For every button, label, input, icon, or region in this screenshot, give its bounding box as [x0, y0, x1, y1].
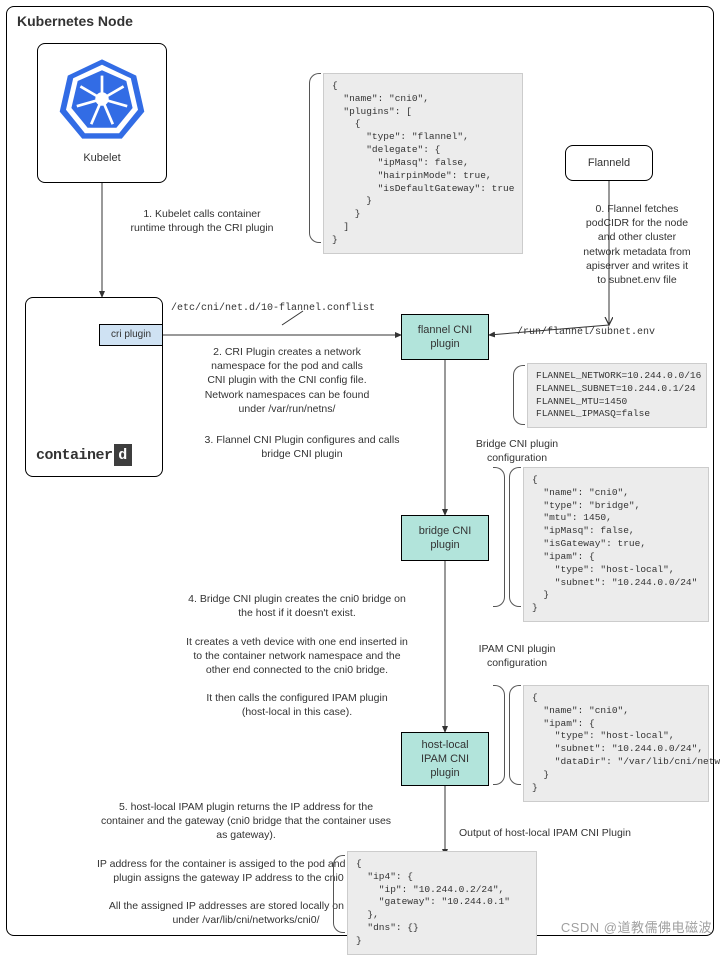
step-2-text: 2. CRI Plugin creates a network namespac…	[187, 345, 387, 416]
bracket-output	[333, 855, 345, 933]
step-0-text: 0. Flannel fetches podCIDR for the node …	[567, 202, 707, 287]
code-ipam-output: { "ip4": { "ip": "10.244.0.2/24", "gatew…	[347, 851, 537, 955]
bracket-subnet	[513, 365, 525, 425]
hostlocal-cni-plugin-box: host-local IPAM CNI plugin	[401, 732, 489, 786]
bracket-ipam-left	[509, 685, 521, 785]
conflist-path: /etc/cni/net.d/10-flannel.conflist	[171, 303, 375, 314]
bracket-conflist	[309, 73, 321, 243]
flannel-cni-plugin-label: flannel CNI plugin	[418, 323, 472, 352]
flannel-cni-plugin-box: flannel CNI plugin	[401, 314, 489, 360]
bracket-bridge-left	[509, 467, 521, 607]
code-bridge-config: { "name": "cni0", "type": "bridge", "mtu…	[523, 467, 709, 622]
bracket-bridge-right	[493, 467, 505, 607]
kubelet-label: Kubelet	[38, 152, 166, 164]
code-subnet-env: FLANNEL_NETWORK=10.244.0.0/16 FLANNEL_SU…	[527, 363, 707, 428]
step-3-text: 3. Flannel CNI Plugin configures and cal…	[177, 433, 427, 461]
ipam-config-label: IPAM CNI plugin configuration	[457, 642, 577, 670]
cri-plugin-box: cri plugin	[99, 324, 163, 346]
containerd-box: cri plugin containerd	[25, 297, 163, 477]
bridge-config-label: Bridge CNI plugin configuration	[457, 437, 577, 465]
step-4-text: 4. Bridge CNI plugin creates the cni0 br…	[157, 592, 437, 720]
output-ipam-label: Output of host-local IPAM CNI Plugin	[459, 827, 679, 839]
bracket-ipam-right	[493, 685, 505, 785]
kubernetes-node-frame: Kubernetes Node	[6, 6, 714, 936]
code-conflist: { "name": "cni0", "plugins": [ { "type":…	[323, 73, 523, 254]
code-ipam-config: { "name": "cni0", "ipam": { "type": "hos…	[523, 685, 709, 802]
step-1-text: 1. Kubelet calls container runtime throu…	[117, 207, 287, 235]
subnet-env-path: /run/flannel/subnet.env	[517, 327, 655, 338]
containerd-logo: containerd	[36, 444, 152, 466]
bridge-cni-plugin-label: bridge CNI plugin	[419, 524, 472, 553]
hostlocal-cni-plugin-label: host-local IPAM CNI plugin	[421, 738, 469, 781]
flanneld-box: Flanneld	[565, 145, 653, 181]
bridge-cni-plugin-box: bridge CNI plugin	[401, 515, 489, 561]
kubelet-box: Kubelet	[37, 43, 167, 183]
k8s-logo	[57, 54, 147, 144]
frame-title: Kubernetes Node	[17, 13, 133, 29]
